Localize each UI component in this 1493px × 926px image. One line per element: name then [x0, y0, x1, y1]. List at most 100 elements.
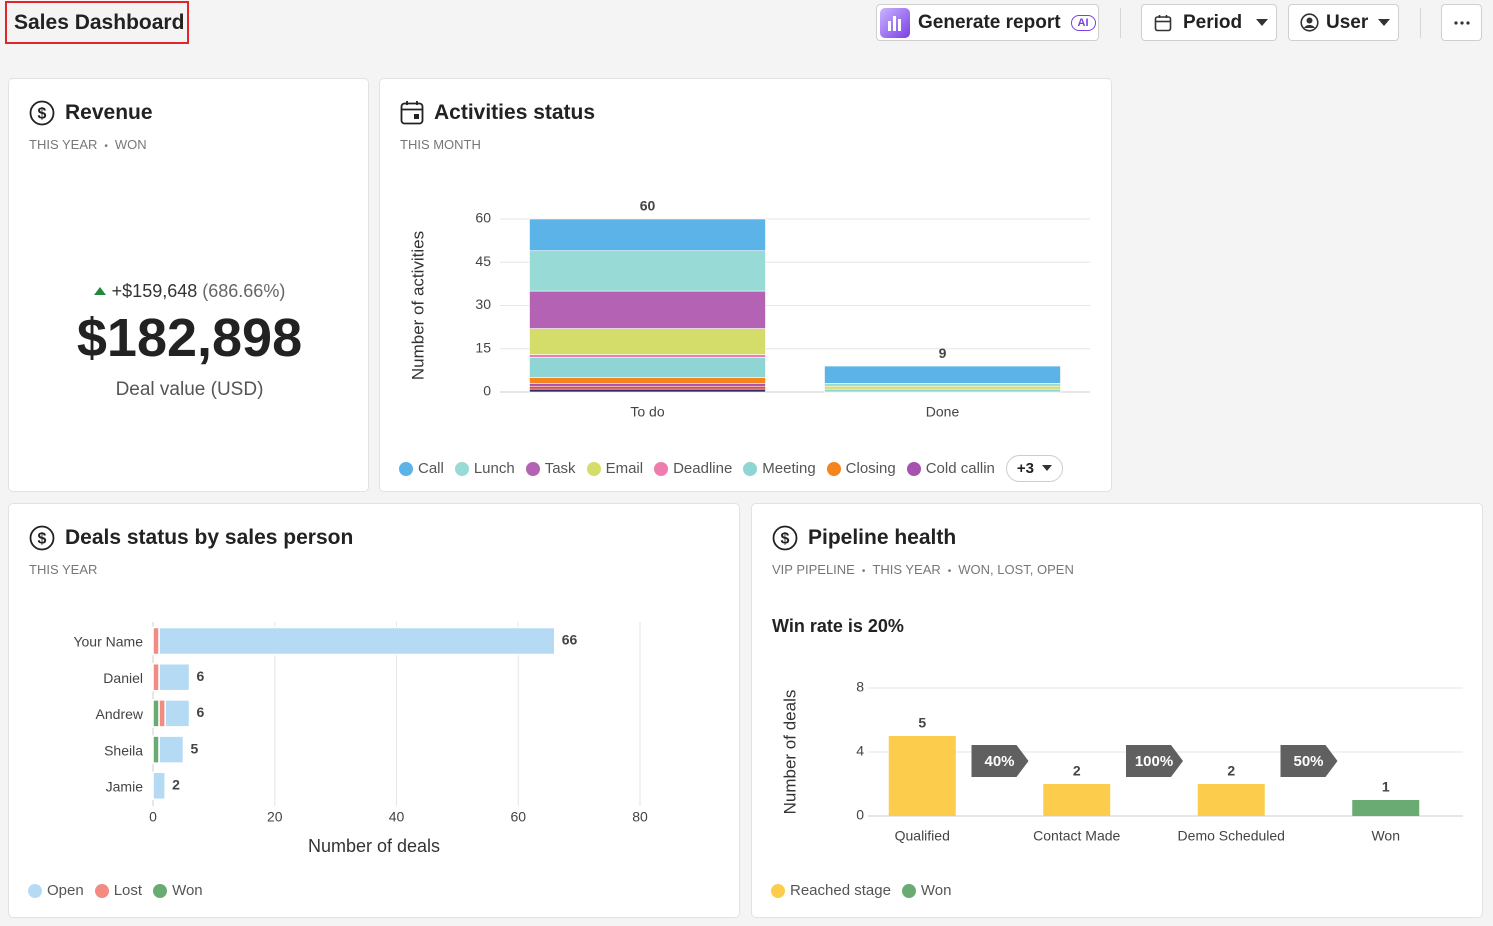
legend-label: Won: [920, 882, 952, 899]
card-title: $ Revenue: [29, 99, 153, 127]
separator: [1420, 8, 1421, 38]
change-amount: +$159,648: [111, 281, 198, 301]
meta-item: WON: [97, 137, 147, 152]
meta-item: THIS MONTH: [400, 137, 481, 152]
card-meta: THIS MONTH: [400, 137, 481, 152]
separator: [1120, 8, 1121, 38]
meta-item: WON, LOST, OPEN: [941, 562, 1074, 577]
activities-card[interactable]: Activities status THIS MONTH: [379, 78, 1112, 492]
legend-swatch: [743, 461, 758, 476]
legend-swatch: [586, 461, 601, 476]
caret: [1042, 465, 1053, 471]
calendar-icon: [1154, 14, 1172, 31]
more-icon: [1453, 20, 1470, 25]
meta-item: THIS YEAR: [855, 562, 940, 577]
change-percent: (686.66%): [202, 281, 286, 301]
legend: Call Lunch Task Email Deadline Meeting Closing…: [399, 455, 1064, 482]
calendar-icon: [400, 101, 424, 125]
card-meta: THIS YEAR: [29, 562, 97, 577]
meta-item: THIS YEAR: [29, 137, 98, 152]
title-text: Pipeline health: [808, 526, 957, 549]
revenue-card[interactable]: $ Revenue THIS YEARWON +$159,648 (686.66…: [8, 78, 369, 492]
legend-item[interactable]: Reached stage: [771, 882, 891, 899]
legend-swatch: [28, 883, 42, 898]
svg-text:$: $: [38, 531, 47, 548]
legend-label: Deadline: [673, 460, 733, 477]
pipeline-card[interactable]: $ Pipeline health VIP PIPELINETHIS YEARW…: [751, 503, 1483, 918]
user-button[interactable]: User: [1288, 4, 1399, 41]
legend-item[interactable]: Lunch: [454, 460, 515, 477]
legend-label: Lunch: [473, 460, 515, 477]
legend-label: Cold callin: [925, 460, 995, 477]
user-icon: [1300, 13, 1319, 32]
legend-item[interactable]: Won: [153, 882, 203, 899]
ai-icon: [880, 7, 910, 38]
revenue-value: $182,898: [76, 308, 303, 368]
legend-label: Email: [605, 460, 644, 477]
card-title: $ Deals status by sales person: [29, 524, 353, 552]
win-rate-headline: Win rate is 20%: [772, 616, 904, 636]
legend-item[interactable]: Task: [525, 460, 576, 477]
legend-swatch: [906, 461, 921, 476]
title-text: Activities status: [434, 101, 596, 124]
legend-item[interactable]: Open: [28, 882, 84, 899]
legend-swatch: [399, 461, 413, 476]
legend-label: Meeting: [762, 460, 816, 477]
button-label: Period: [1183, 11, 1243, 33]
card-title: Activities status: [400, 99, 595, 127]
legend-label: Reached stage: [790, 882, 891, 899]
legend-item[interactable]: Cold callin: [906, 460, 995, 477]
legend-label: Task: [544, 460, 576, 477]
legend-swatch: [454, 461, 469, 476]
legend-more-label: +3: [1016, 460, 1035, 477]
revenue-label: Deal value (USD): [115, 379, 264, 400]
card-meta: THIS YEARWON: [29, 137, 147, 152]
revenue-change: +$159,648 (686.66%): [9, 281, 370, 302]
title-text: Revenue: [65, 101, 153, 124]
button-label: User: [1326, 11, 1369, 33]
caret: [1256, 18, 1269, 26]
card-title: $ Pipeline health: [772, 524, 956, 552]
legend-label: Won: [172, 882, 203, 899]
button-label: Generate report: [918, 11, 1061, 33]
legend-item[interactable]: Closing: [826, 460, 896, 477]
generate-report-button[interactable]: Generate report AI: [876, 4, 1099, 41]
legend-more-button[interactable]: +3: [1005, 455, 1064, 482]
legend-label: Lost: [113, 882, 143, 899]
ai-badge: AI: [1070, 14, 1096, 31]
dollar-icon: $: [29, 525, 55, 551]
legend-label: Open: [47, 882, 84, 899]
legend-swatch: [525, 461, 540, 476]
legend-swatch: [94, 883, 109, 898]
page-title: Sales Dashboard: [5, 1, 189, 44]
legend-label: Call: [418, 460, 444, 477]
caret: [1378, 18, 1391, 26]
legend-label: Closing: [845, 460, 896, 477]
legend-item[interactable]: Lost: [94, 882, 143, 899]
legend-item[interactable]: Deadline: [654, 460, 732, 477]
legend-swatch: [771, 883, 785, 898]
legend-item[interactable]: Won: [901, 882, 952, 899]
deals-card[interactable]: $ Deals status by sales person THIS YEAR: [8, 503, 740, 918]
up-arrow: [93, 287, 106, 295]
card-meta: VIP PIPELINETHIS YEARWON, LOST, OPEN: [772, 562, 1074, 577]
more-button[interactable]: [1441, 4, 1482, 41]
period-button[interactable]: Period: [1141, 4, 1277, 41]
svg-text:$: $: [38, 106, 47, 123]
meta-item: THIS YEAR: [29, 562, 98, 577]
title-text: Deals status by sales person: [65, 526, 354, 549]
legend: Open Lost Won: [28, 882, 203, 899]
dollar-icon: $: [772, 525, 798, 551]
legend: Reached stage Won: [771, 882, 951, 899]
legend-swatch: [153, 883, 168, 898]
svg-text:$: $: [781, 531, 790, 548]
legend-item[interactable]: Meeting: [743, 460, 816, 477]
legend-swatch: [826, 461, 841, 476]
dollar-icon: $: [29, 100, 55, 126]
legend-swatch: [654, 461, 669, 476]
legend-swatch: [901, 883, 916, 898]
legend-item[interactable]: Call: [399, 460, 444, 477]
meta-item: VIP PIPELINE: [772, 562, 855, 577]
legend-item[interactable]: Email: [586, 460, 644, 477]
